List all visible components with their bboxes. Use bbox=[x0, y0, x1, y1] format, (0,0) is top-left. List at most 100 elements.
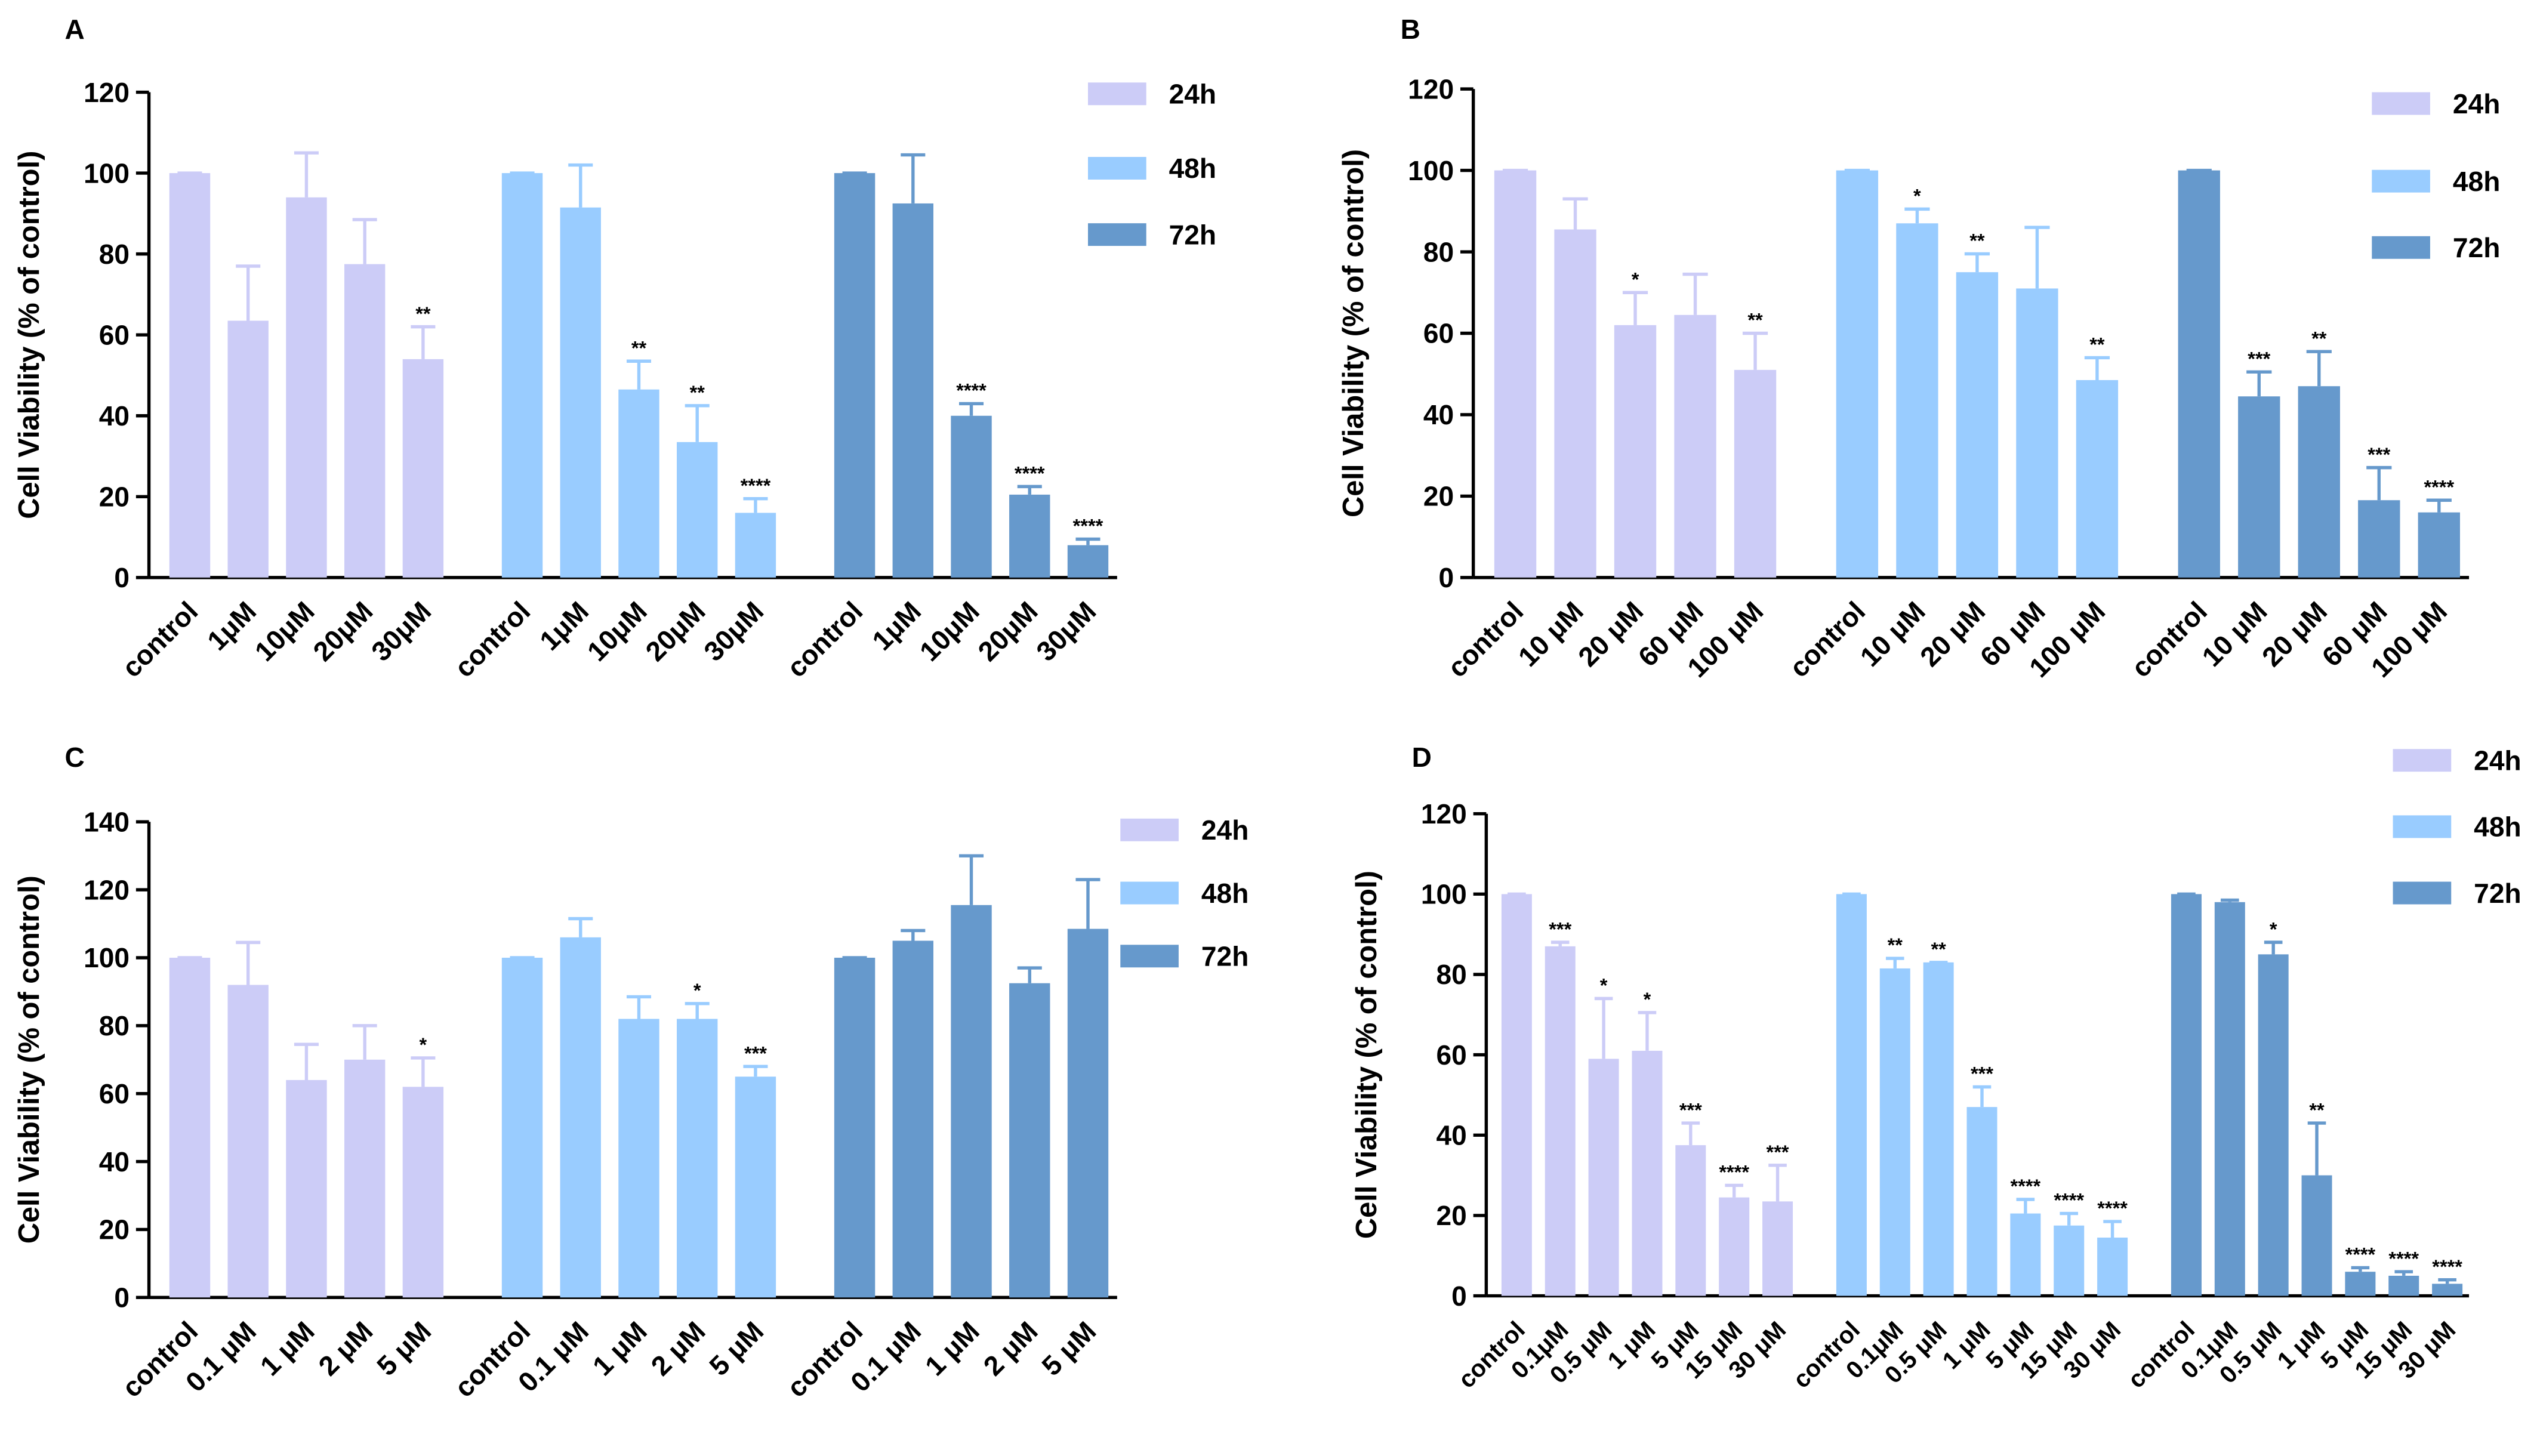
bar bbox=[501, 957, 543, 1298]
significance-label: *** bbox=[2248, 348, 2270, 369]
bar bbox=[2432, 1284, 2463, 1296]
x-tick-label: control bbox=[2125, 596, 2213, 683]
significance-label: **** bbox=[2054, 1190, 2084, 1211]
significance-label: **** bbox=[2432, 1256, 2462, 1278]
x-tick-label: 10 μM bbox=[1854, 596, 1931, 673]
y-tick-label: 40 bbox=[99, 400, 130, 431]
y-tick-label: 100 bbox=[84, 158, 130, 189]
error-bar bbox=[2221, 898, 2239, 902]
bar bbox=[834, 957, 876, 1298]
error-bar bbox=[1594, 997, 1613, 1059]
significance-label: * bbox=[693, 980, 701, 1001]
legend-label: 72h bbox=[1201, 941, 1249, 972]
bar bbox=[892, 940, 934, 1298]
bar bbox=[618, 389, 659, 578]
error-bar bbox=[411, 1056, 436, 1087]
bar bbox=[2298, 386, 2340, 578]
bar bbox=[951, 415, 992, 578]
error-bar bbox=[2366, 465, 2392, 501]
significance-label: *** bbox=[1679, 1099, 1702, 1121]
legend-swatch bbox=[2393, 749, 2452, 772]
bar bbox=[1009, 494, 1050, 578]
legend-label: 72h bbox=[2453, 232, 2500, 263]
significance-label: ** bbox=[690, 382, 705, 403]
error-bar bbox=[2426, 498, 2452, 513]
bar bbox=[227, 985, 269, 1298]
x-tick-label: 20 μM bbox=[1572, 596, 1649, 673]
x-tick-label: 1 μM bbox=[919, 1315, 985, 1381]
bar bbox=[618, 1019, 659, 1298]
x-tick-label: 5 μM bbox=[703, 1315, 769, 1381]
panel-label: A bbox=[65, 14, 85, 45]
y-tick-label: 20 bbox=[99, 1214, 130, 1245]
legend-label: 48h bbox=[2453, 166, 2500, 197]
bar bbox=[1966, 1107, 1997, 1296]
bar bbox=[2258, 954, 2289, 1296]
error-bar bbox=[959, 854, 984, 905]
significance-label: **** bbox=[1719, 1162, 1749, 1183]
legend-label: 48h bbox=[1169, 153, 1216, 184]
x-tick-label: 10μM bbox=[914, 596, 985, 667]
x-tick-label: 20μM bbox=[972, 596, 1043, 667]
error-bar bbox=[1017, 485, 1042, 495]
bar bbox=[735, 513, 776, 578]
error-bar bbox=[1017, 966, 1042, 983]
bar bbox=[402, 1087, 444, 1298]
x-tick-label: 10μM bbox=[249, 596, 320, 667]
bar bbox=[402, 359, 444, 578]
x-tick-label: 30μM bbox=[365, 596, 437, 667]
y-tick-label: 60 bbox=[1423, 318, 1454, 349]
error-bar bbox=[568, 917, 593, 937]
error-bar bbox=[2084, 356, 2110, 380]
y-tick-label: 20 bbox=[1423, 481, 1454, 512]
error-bar bbox=[352, 1024, 377, 1060]
error-bar bbox=[2103, 1220, 2122, 1238]
y-tick-label: 40 bbox=[1423, 399, 1454, 430]
bar bbox=[1067, 928, 1109, 1298]
bar bbox=[2345, 1272, 2376, 1296]
bar bbox=[1545, 946, 1576, 1296]
significance-label: **** bbox=[2011, 1176, 2041, 1197]
significance-label: ** bbox=[1969, 230, 1985, 252]
significance-label: **** bbox=[741, 475, 771, 496]
x-tick-label: 1 μM bbox=[2272, 1316, 2331, 1374]
legend-label: 72h bbox=[1169, 219, 1216, 250]
significance-label: ** bbox=[631, 337, 647, 359]
bar bbox=[2214, 902, 2245, 1296]
bar bbox=[2418, 512, 2460, 578]
legend-swatch bbox=[1120, 818, 1179, 841]
y-tick-label: 0 bbox=[1451, 1281, 1467, 1312]
legend-swatch bbox=[1088, 156, 1146, 180]
legend-swatch bbox=[1120, 881, 1179, 905]
y-tick-label: 0 bbox=[114, 562, 130, 593]
legend-label: 24h bbox=[2453, 88, 2500, 119]
x-tick-label: control bbox=[116, 1315, 204, 1403]
error-bar bbox=[236, 940, 261, 985]
significance-label: ** bbox=[1931, 939, 1946, 960]
error-bar bbox=[294, 1042, 319, 1080]
error-bar bbox=[743, 496, 768, 513]
error-bar bbox=[901, 153, 926, 203]
legend-label: 24h bbox=[2474, 745, 2521, 776]
error-bar bbox=[743, 1065, 768, 1077]
error-bar bbox=[568, 163, 593, 208]
error-bar bbox=[236, 264, 261, 321]
x-tick-label: 5 μM bbox=[1035, 1315, 1102, 1381]
bar bbox=[2178, 170, 2220, 578]
error-bar bbox=[2306, 350, 2332, 387]
bar bbox=[2301, 1175, 2332, 1296]
bar bbox=[2097, 1237, 2128, 1296]
x-tick-label: 2 μM bbox=[978, 1315, 1044, 1381]
legend-label: 72h bbox=[2474, 878, 2521, 909]
bar bbox=[2388, 1275, 2419, 1296]
panel-label: B bbox=[1401, 14, 1420, 45]
error-bar bbox=[1742, 331, 1768, 370]
error-bar bbox=[1885, 957, 1904, 968]
significance-label: **** bbox=[1073, 516, 1103, 537]
bar bbox=[951, 905, 992, 1298]
x-tick-label: 20μM bbox=[307, 596, 378, 667]
y-tick-label: 80 bbox=[99, 1010, 130, 1041]
error-bar bbox=[1622, 291, 1648, 325]
legend-label: 48h bbox=[1201, 878, 1249, 909]
